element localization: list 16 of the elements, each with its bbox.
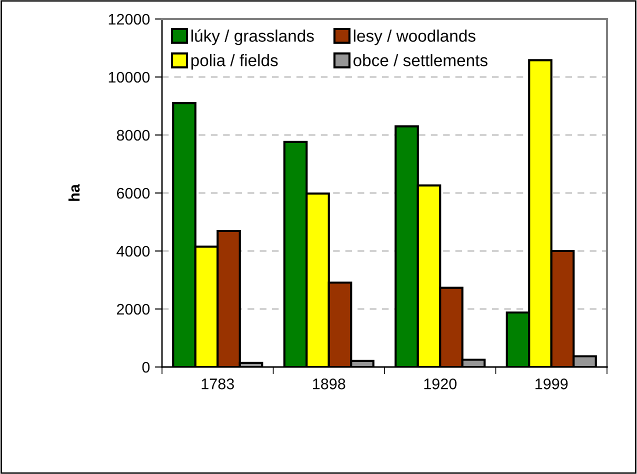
y-tick-label: 4000 [116,246,150,257]
legend-label: obce / settlements [353,54,488,66]
y-tick-label: 10000 [108,72,150,83]
x-tick-label: 1920 [424,378,457,390]
legend-label: lúky / grasslands [191,29,314,46]
y-tick-label: 12000 [108,14,150,25]
y-tick-label: 6000 [116,188,150,199]
legend-label: polia / fields [191,54,278,70]
x-tick-label: 1898 [313,378,346,390]
y-tick-label: 8000 [116,130,150,141]
x-tick-label: 1783 [202,378,234,390]
y-axis-title: ha [68,184,80,201]
y-tick-label: 2000 [116,304,150,315]
y-tick-label: 0 [142,362,150,373]
legend-label: lesy / woodlands [354,30,476,46]
x-tick-label: 1999 [536,378,568,390]
